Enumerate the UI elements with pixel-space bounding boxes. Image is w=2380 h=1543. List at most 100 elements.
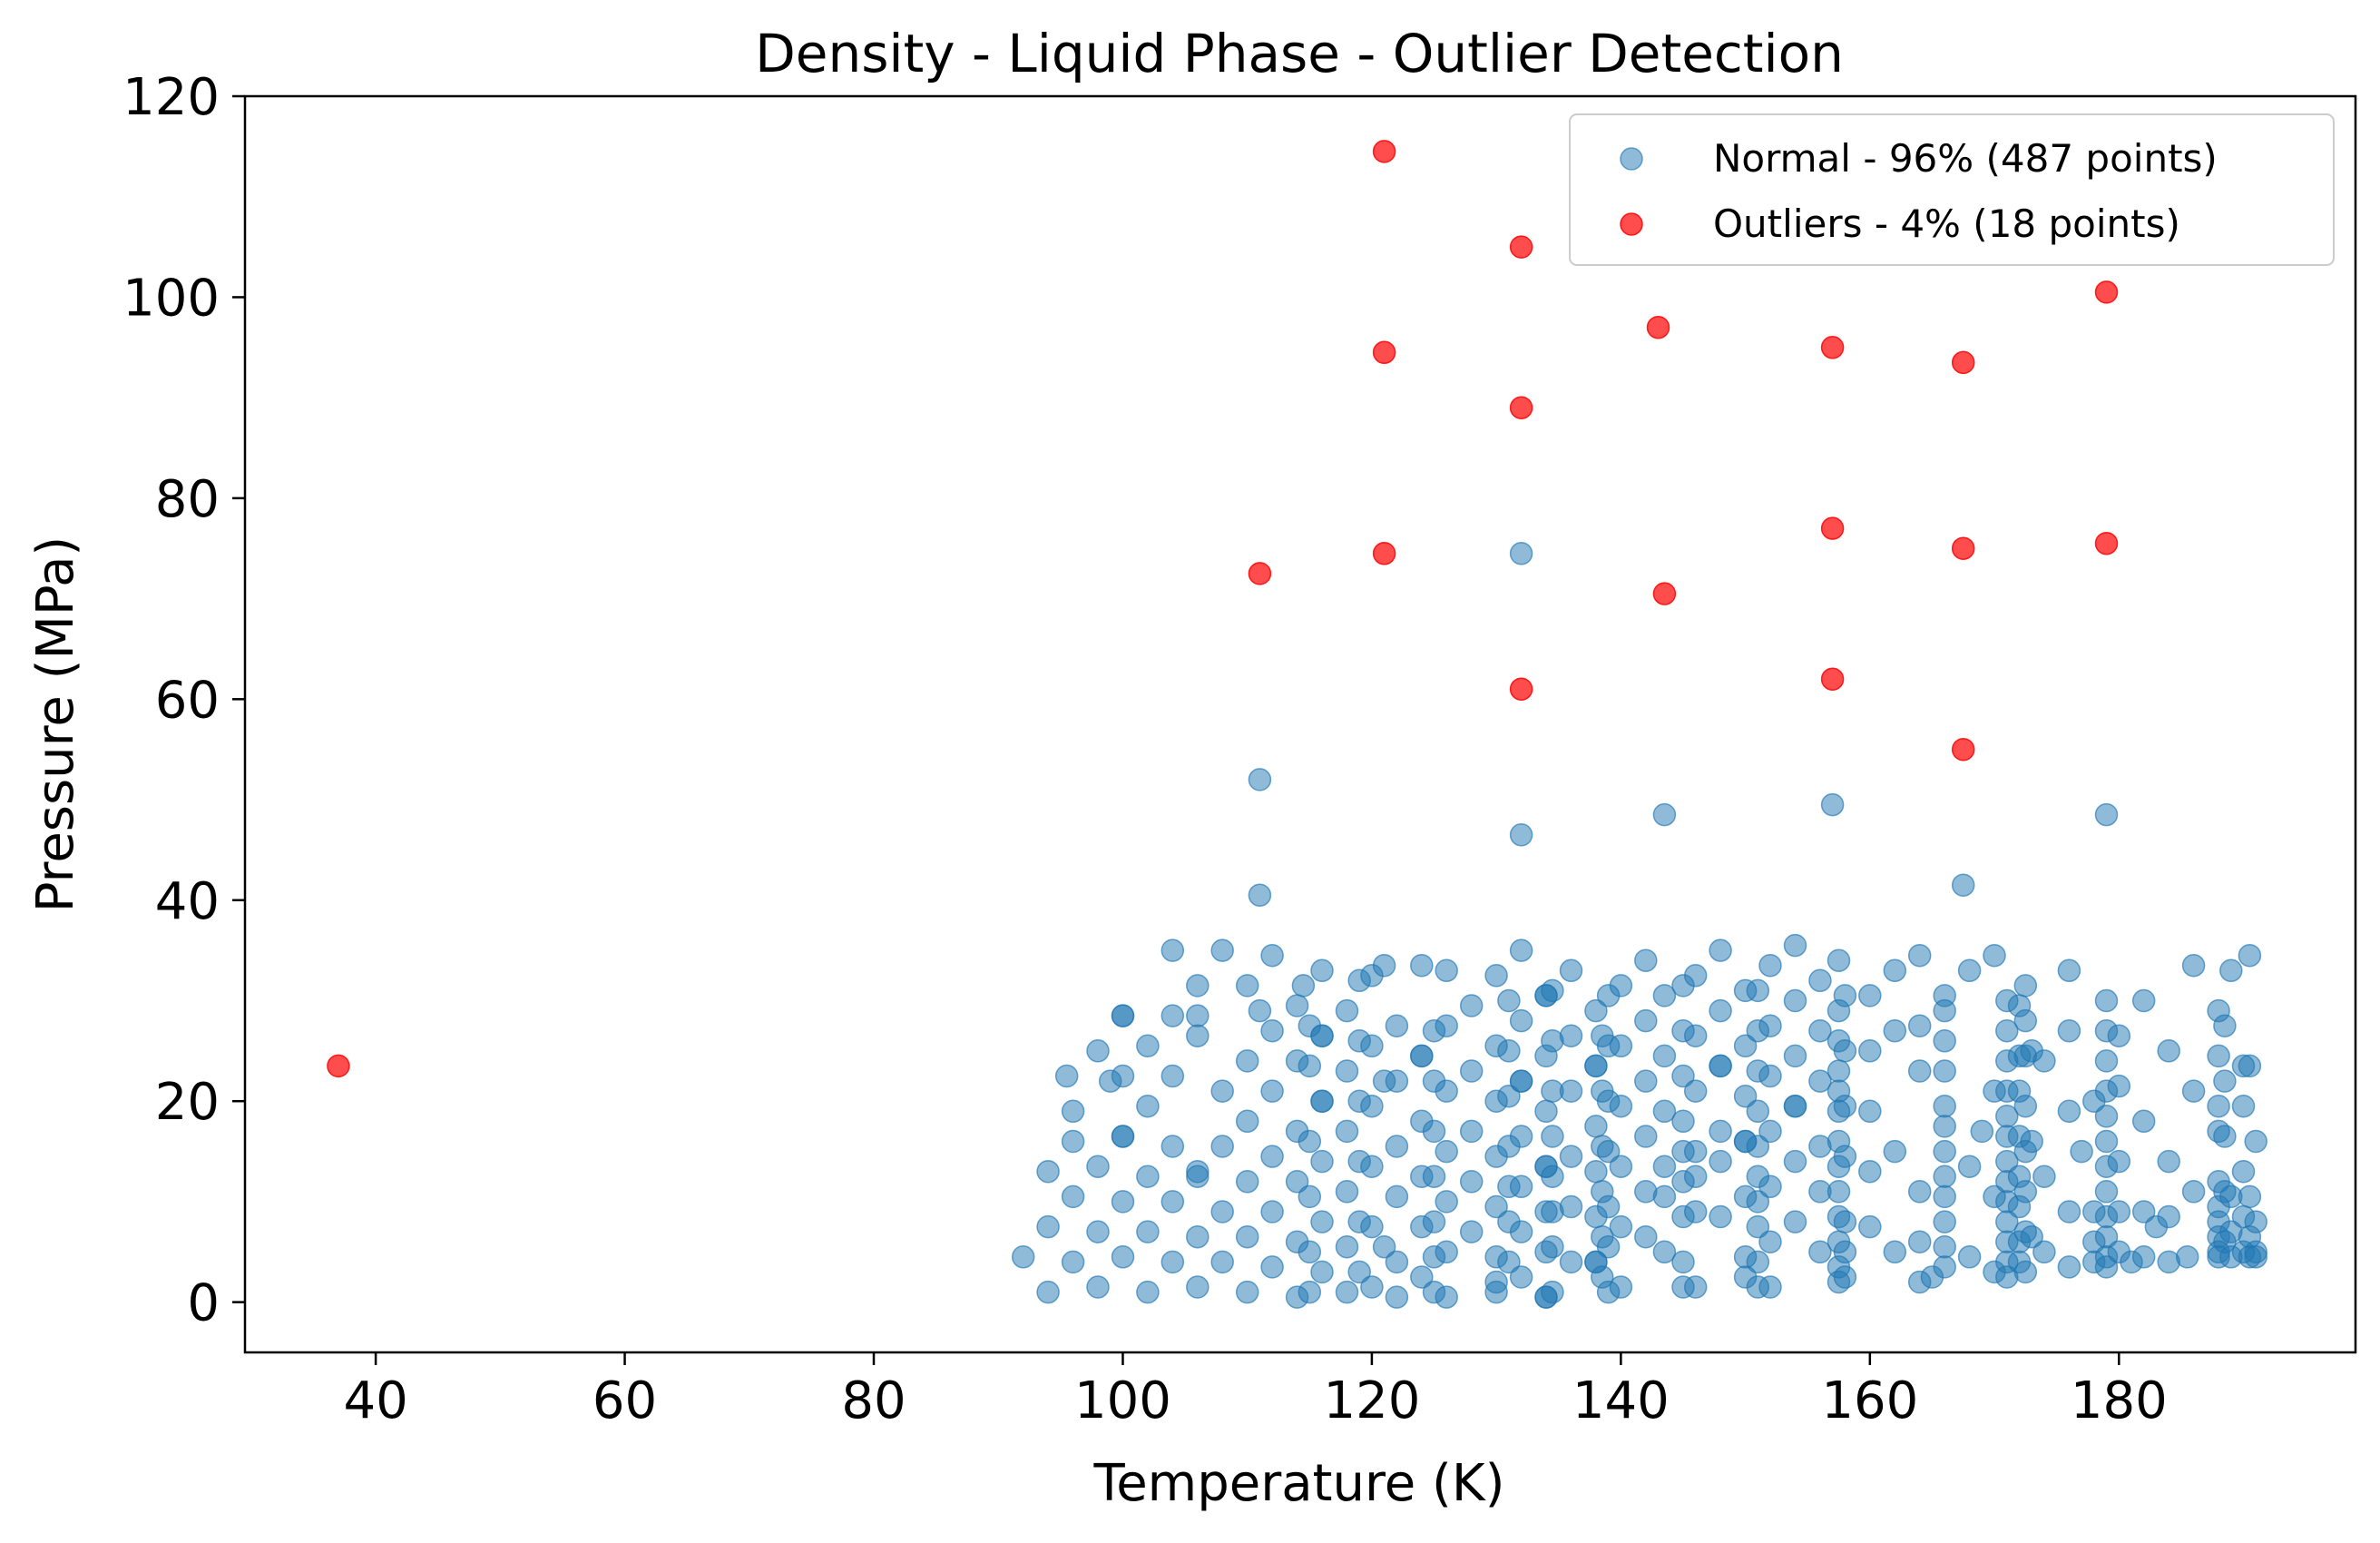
y-axis: 0 20 40 60 80 100 120	[122, 68, 245, 1333]
normal-point	[1111, 1190, 1135, 1214]
normal-point	[2094, 1049, 2119, 1073]
normal-point	[1298, 1054, 1322, 1078]
normal-point	[1210, 1250, 1234, 1274]
normal-point	[2181, 1180, 2206, 1204]
normal-point	[1957, 958, 1982, 983]
outlier-point	[1820, 667, 1845, 691]
normal-point	[1584, 1115, 1608, 1138]
x-tick-label: 60	[593, 1371, 657, 1430]
normal-point	[1758, 1275, 1782, 1299]
normal-point	[1186, 1224, 1210, 1249]
normal-point	[2244, 1129, 2267, 1154]
normal-point	[1907, 943, 1932, 968]
y-tick-label: 20	[155, 1073, 220, 1132]
normal-point	[1061, 1129, 1085, 1154]
normal-point	[1422, 1210, 1446, 1233]
outlier-point	[1509, 235, 1533, 259]
normal-point	[1596, 1194, 1621, 1219]
normal-point	[1683, 1200, 1708, 1224]
outlier-point	[1248, 562, 1272, 585]
normal-point	[1559, 1079, 1583, 1103]
normal-point	[1733, 1084, 1758, 1108]
normal-point	[1136, 1165, 1160, 1188]
normal-point	[1186, 1004, 1210, 1027]
normal-point	[1161, 1064, 1185, 1088]
outlier-point	[1820, 516, 1845, 540]
normal-point	[1559, 958, 1583, 983]
normal-point	[1652, 802, 1677, 827]
normal-point	[2131, 988, 2156, 1013]
y-tick-label: 80	[155, 470, 220, 529]
legend-label-outliers: Outliers - 4% (18 points)	[1713, 201, 2180, 246]
normal-point	[1808, 1069, 1832, 1093]
normal-point	[1235, 1224, 1259, 1249]
normal-point	[1808, 968, 1832, 993]
normal-point	[1248, 768, 1272, 791]
normal-point	[1783, 1044, 1807, 1068]
outlier-point	[1951, 737, 1975, 762]
normal-point	[1758, 953, 1782, 978]
normal-point	[1260, 1200, 1284, 1224]
normal-point	[2057, 1018, 2081, 1043]
normal-point	[1061, 1184, 1085, 1209]
normal-point	[1459, 1220, 1484, 1243]
normal-point	[1933, 1029, 1956, 1053]
normal-point	[1683, 964, 1708, 988]
normal-point	[1335, 1180, 1359, 1204]
normal-point	[1298, 1129, 1322, 1154]
normal-point	[1111, 1245, 1135, 1269]
outlier-point	[1951, 350, 1975, 375]
normal-point	[2013, 1180, 2038, 1204]
normal-point	[1235, 1170, 1259, 1194]
normal-point	[2219, 958, 2243, 983]
normal-point	[1951, 873, 1975, 897]
normal-point	[1559, 1250, 1583, 1274]
normal-point	[1435, 1240, 1458, 1264]
normal-point	[1933, 998, 1956, 1023]
normal-point	[1652, 1044, 1677, 1068]
normal-point	[1136, 1220, 1160, 1243]
normal-point	[2181, 953, 2206, 978]
normal-point	[2094, 1255, 2119, 1279]
plot-area	[327, 140, 2267, 1309]
normal-point	[1310, 958, 1334, 983]
normal-point	[1136, 1280, 1160, 1304]
legend-marker-outliers	[1620, 212, 1643, 236]
normal-point	[1061, 1099, 1085, 1124]
outlier-point	[327, 1054, 350, 1078]
normal-point	[1858, 1159, 1882, 1184]
normal-point	[1335, 998, 1359, 1023]
normal-point	[1970, 1119, 1994, 1144]
normal-point	[1683, 1139, 1708, 1164]
normal-point	[2107, 1149, 2131, 1174]
normal-point	[1061, 1250, 1085, 1274]
normal-point	[1484, 1194, 1508, 1219]
normal-point	[1541, 1165, 1564, 1188]
normal-point	[1783, 1094, 1807, 1118]
normal-point	[1422, 1165, 1446, 1188]
normal-point	[1783, 933, 1807, 958]
normal-point	[1609, 1214, 1633, 1239]
normal-point	[1136, 1094, 1160, 1118]
normal-point	[2181, 1079, 2206, 1103]
normal-point	[2107, 1200, 2131, 1224]
normal-point	[1260, 943, 1284, 968]
normal-point	[1186, 974, 1210, 998]
normal-point	[1360, 1275, 1384, 1299]
x-tick-label: 100	[1074, 1371, 1171, 1430]
normal-point	[1783, 1210, 1807, 1233]
normal-point	[1235, 1049, 1259, 1073]
normal-point	[1086, 1155, 1110, 1178]
normal-point	[1733, 1034, 1758, 1058]
normal-point	[2157, 1149, 2180, 1174]
normal-point	[1036, 1280, 1060, 1304]
outlier-point	[1652, 582, 1677, 605]
normal-point	[2231, 1094, 2256, 1118]
normal-point	[1509, 823, 1533, 847]
normal-point	[1933, 1210, 1956, 1233]
normal-point	[1372, 1234, 1396, 1259]
normal-point	[1435, 1285, 1458, 1309]
normal-point	[1509, 542, 1533, 565]
normal-point	[1634, 948, 1658, 972]
legend: Normal - 96% (487 points) Outliers - 4% …	[1569, 113, 2335, 266]
